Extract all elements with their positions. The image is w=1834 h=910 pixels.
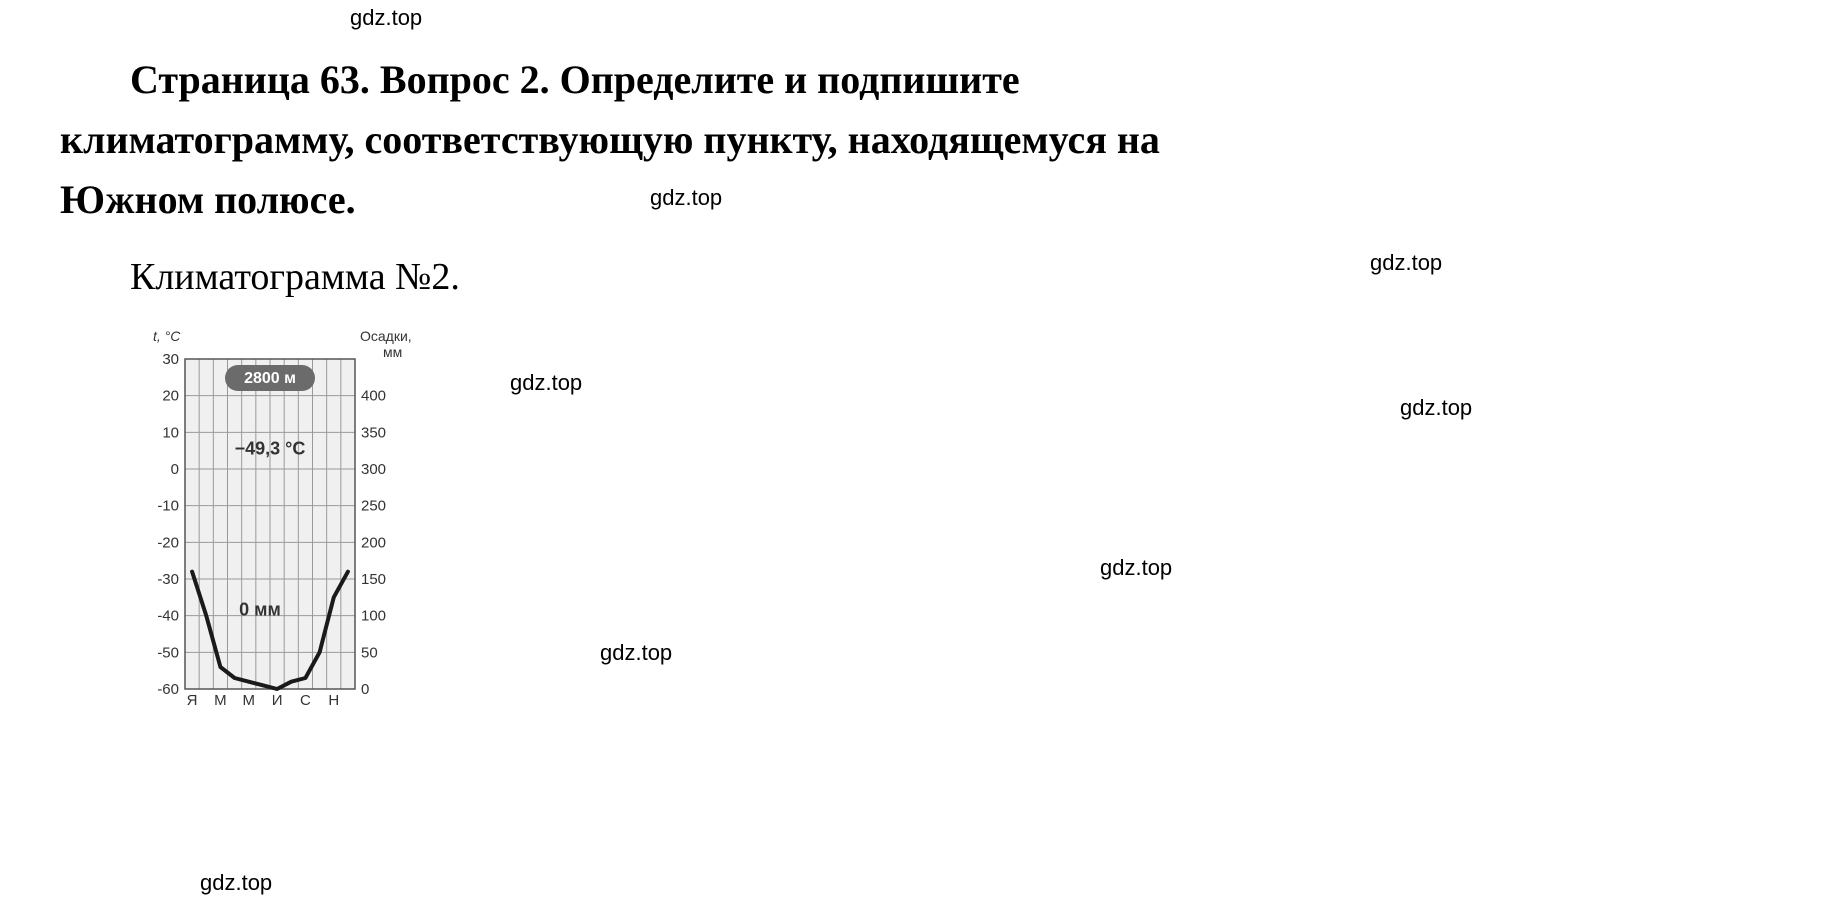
- question-label: Вопрос: [380, 57, 510, 102]
- svg-text:t, °C: t, °C: [153, 328, 181, 344]
- svg-text:-40: -40: [157, 608, 179, 625]
- svg-text:Осадки,: Осадки,: [360, 328, 412, 344]
- svg-text:−49,3 °С: −49,3 °С: [235, 438, 306, 458]
- svg-text:30: 30: [162, 351, 179, 368]
- svg-text:М: М: [243, 692, 256, 709]
- svg-text:Н: Н: [328, 692, 339, 709]
- svg-text:200: 200: [361, 534, 386, 551]
- watermark: gdz.top: [1100, 555, 1172, 581]
- svg-text:20: 20: [162, 388, 179, 405]
- climate-chart: t, °CОсадки,мм3020100-10-20-30-40-50-604…: [130, 314, 1774, 724]
- svg-text:150: 150: [361, 571, 386, 588]
- svg-text:400: 400: [361, 388, 386, 405]
- svg-text:0 мм: 0 мм: [239, 600, 281, 620]
- page-number: 63.: [320, 57, 370, 102]
- svg-text:мм: мм: [383, 344, 402, 360]
- svg-text:300: 300: [361, 461, 386, 478]
- svg-text:250: 250: [361, 498, 386, 515]
- svg-text:350: 350: [361, 424, 386, 441]
- watermark: gdz.top: [1400, 395, 1472, 421]
- svg-text:-50: -50: [157, 644, 179, 661]
- watermark: gdz.top: [1370, 250, 1442, 276]
- watermark: gdz.top: [510, 370, 582, 396]
- watermark: gdz.top: [200, 870, 272, 896]
- svg-text:-10: -10: [157, 498, 179, 515]
- svg-text:2800 м: 2800 м: [244, 370, 296, 387]
- svg-text:М: М: [214, 692, 227, 709]
- question-number: 2.: [520, 57, 550, 102]
- svg-text:100: 100: [361, 608, 386, 625]
- svg-text:-20: -20: [157, 534, 179, 551]
- page-label: Страница: [130, 57, 310, 102]
- watermark: gdz.top: [600, 640, 672, 666]
- svg-text:И: И: [272, 692, 283, 709]
- answer-subheading: Климатограмма №2.: [130, 255, 1774, 299]
- svg-text:0: 0: [361, 681, 369, 698]
- svg-text:0: 0: [171, 461, 179, 478]
- chart-svg: t, °CОсадки,мм3020100-10-20-30-40-50-604…: [130, 314, 430, 724]
- svg-text:Я: Я: [187, 692, 198, 709]
- watermark: gdz.top: [350, 5, 422, 31]
- svg-text:10: 10: [162, 424, 179, 441]
- heading-text-3: Южном полюсе.: [60, 170, 1774, 230]
- heading-text-1: Определите и подпишите: [560, 57, 1020, 102]
- watermark: gdz.top: [650, 185, 722, 211]
- svg-text:-60: -60: [157, 681, 179, 698]
- heading-text-2: климатограмму, соответствующую пункту, н…: [60, 110, 1774, 170]
- svg-text:-30: -30: [157, 571, 179, 588]
- svg-text:50: 50: [361, 644, 378, 661]
- svg-text:С: С: [300, 692, 311, 709]
- question-heading: Страница 63. Вопрос 2. Определите и подп…: [60, 50, 1774, 230]
